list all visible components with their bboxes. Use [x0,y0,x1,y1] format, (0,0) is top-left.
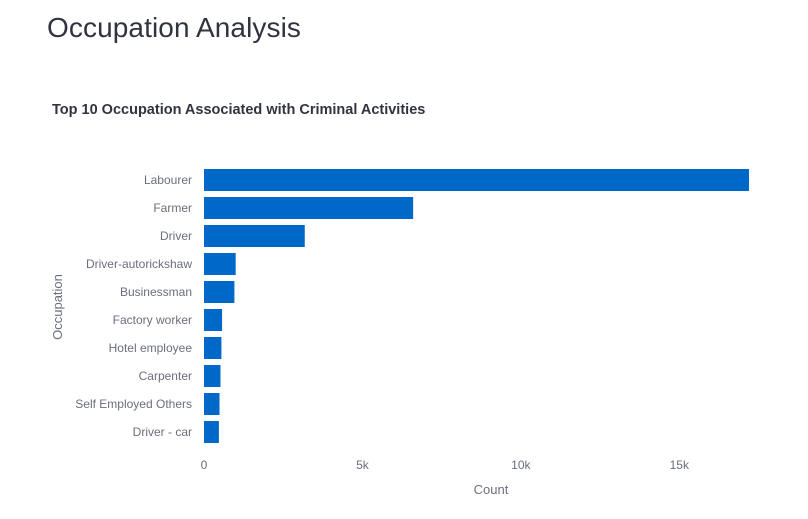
y-tick-label: Self Employed Others [75,397,192,411]
bar-factory-worker[interactable] [204,309,223,331]
bar-driver-car[interactable] [204,421,219,443]
x-tick-labels: 0 5k 10k 15k [201,458,690,472]
y-axis-title: Occupation [50,274,65,340]
x-axis-title: Count [474,482,509,497]
bar-chart: Top 10 Occupation Associated with Crimin… [0,80,808,519]
bar-driver[interactable] [204,225,305,247]
bar-carpenter[interactable] [204,365,221,387]
y-tick-label: Carpenter [139,369,192,383]
y-tick-label: Hotel employee [109,341,193,355]
bar-farmer[interactable] [204,197,414,219]
y-tick-label: Driver [160,229,192,243]
bar-hotel-employee[interactable] [204,337,222,359]
y-tick-label: Businessman [120,285,192,299]
page-title: Occupation Analysis [47,12,302,43]
bars-group [204,169,749,443]
x-tick-label: 0 [201,458,208,472]
y-tick-labels: Labourer Farmer Driver Driver-autorickshaw B… [75,173,192,439]
x-tick-label: 10k [511,458,531,472]
y-tick-label: Factory worker [113,313,192,327]
x-tick-label: 15k [670,458,690,472]
chart-canvas: Top 10 Occupation Associated with Crimin… [50,102,749,497]
chart-title: Top 10 Occupation Associated with Crimin… [52,102,425,118]
y-tick-label: Labourer [144,173,192,187]
y-tick-label: Driver-autorickshaw [86,257,192,271]
bar-driver-autorickshaw[interactable] [204,253,236,275]
bar-self-employed-others[interactable] [204,393,220,415]
bar-businessman[interactable] [204,281,235,303]
y-tick-label: Farmer [153,201,192,215]
bar-labourer[interactable] [204,169,749,191]
x-tick-label: 5k [356,458,370,472]
y-tick-label: Driver - car [133,425,192,439]
